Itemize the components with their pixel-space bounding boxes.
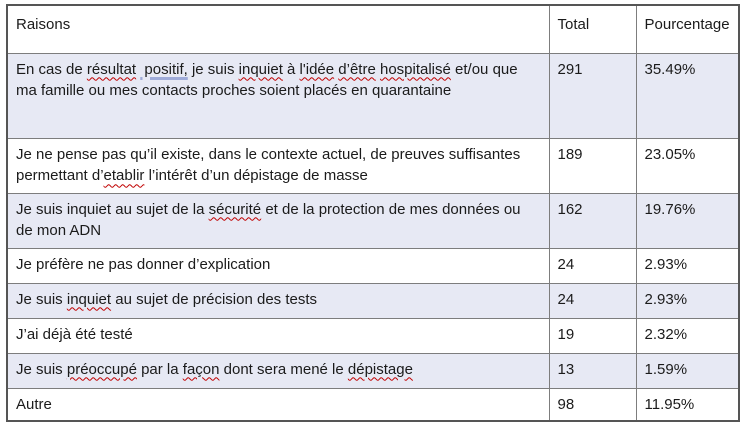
reason-text: Autre: [16, 395, 52, 413]
reason-text-marked: inquiet: [238, 60, 283, 78]
column-header-raisons: Raisons: [6, 4, 550, 54]
total-cell: 162: [548, 192, 637, 249]
total-cell: 13: [548, 352, 637, 389]
reason-cell: Autre: [6, 387, 550, 422]
reason-text-marked: d’être: [338, 60, 376, 78]
pct-cell: 23.05%: [635, 137, 740, 194]
total-cell: 24: [548, 247, 637, 284]
reason-text: l’intérêt d’un dépistage de masse: [144, 167, 368, 185]
table-row: Autre 98 11.95%: [6, 387, 740, 422]
reasons-table: Raisons Total Pourcentage En cas de résu…: [6, 4, 740, 423]
reason-text: Je préfère ne pas donner d’explication: [16, 255, 271, 273]
reason-text: En cas de: [16, 60, 87, 78]
total-cell: 291: [548, 52, 637, 139]
pct-cell: 2.32%: [635, 317, 740, 354]
total-cell: 19: [548, 317, 637, 354]
reason-text: et de la protection de mes données ou de…: [16, 200, 521, 240]
reason-cell: Je ne pense pas qu’il existe, dans le co…: [6, 137, 550, 194]
reason-cell: Je suis préoccupé par la façon dont sera…: [6, 352, 550, 389]
reason-text-marked: etablir: [103, 167, 145, 185]
reason-text-marked: préoccupé: [66, 360, 137, 378]
reason-text: dont sera mené le: [219, 360, 348, 378]
table-row: En cas de résultat positif, je suis inqu…: [6, 52, 740, 139]
table-body: En cas de résultat positif, je suis inqu…: [6, 52, 740, 422]
reason-text-marked: hospitalisé: [379, 60, 451, 78]
reason-text: par la: [136, 360, 183, 378]
reason-text: Je ne pense pas qu’il existe, dans le co…: [16, 145, 521, 185]
table-row: Je ne pense pas qu’il existe, dans le co…: [6, 137, 740, 194]
reason-text-marked: façon: [182, 360, 220, 378]
table-row: Je suis inquiet au sujet de la sécurité …: [6, 192, 740, 249]
header-row: Raisons Total Pourcentage: [6, 4, 740, 54]
total-cell: 24: [548, 282, 637, 319]
reason-text: Je suis: [16, 290, 67, 308]
pct-cell: 2.93%: [635, 282, 740, 319]
reason-cell: J’ai déjà été testé: [6, 317, 550, 354]
reason-text-marked: sécurité: [208, 200, 262, 218]
pct-cell: 2.93%: [635, 247, 740, 284]
reason-text-marked: positif,: [140, 60, 188, 78]
pct-cell: 1.59%: [635, 352, 740, 389]
pct-cell: 19.76%: [635, 192, 740, 249]
reason-cell: Je suis inquiet au sujet de la sécurité …: [6, 192, 550, 249]
reason-cell: Je suis inquiet au sujet de précision de…: [6, 282, 550, 319]
total-cell: 98: [548, 387, 637, 422]
column-header-pourcentage: Pourcentage: [635, 4, 740, 54]
pct-cell: 11.95%: [635, 387, 740, 422]
pct-cell: 35.49%: [635, 52, 740, 139]
reason-text-marked: résultat: [86, 60, 137, 78]
table-row: Je préfère ne pas donner d’explication 2…: [6, 247, 740, 284]
reason-text-marked: l'idée: [299, 60, 335, 78]
reason-text-marked: inquiet: [66, 290, 112, 308]
reason-text: à: [282, 60, 300, 78]
reason-cell: Je préfère ne pas donner d’explication: [6, 247, 550, 284]
reason-text: Je suis inquiet au sujet de la: [16, 200, 209, 218]
reason-text: et/ou que ma famille ou mes contacts pro…: [16, 60, 518, 100]
table-header: Raisons Total Pourcentage: [6, 4, 740, 54]
reason-cell: En cas de résultat positif, je suis inqu…: [6, 52, 550, 139]
reason-text: J’ai déjà été testé: [16, 325, 133, 343]
reason-text: je suis: [187, 60, 239, 78]
table-row: J’ai déjà été testé 19 2.32%: [6, 317, 740, 354]
reason-text: au sujet de précision des tests: [111, 290, 318, 308]
reason-text: Je suis: [16, 360, 67, 378]
total-cell: 189: [548, 137, 637, 194]
table-row: Je suis préoccupé par la façon dont sera…: [6, 352, 740, 389]
reason-text-marked: dépistage: [347, 360, 413, 378]
table-row: Je suis inquiet au sujet de précision de…: [6, 282, 740, 319]
column-header-total: Total: [548, 4, 637, 54]
